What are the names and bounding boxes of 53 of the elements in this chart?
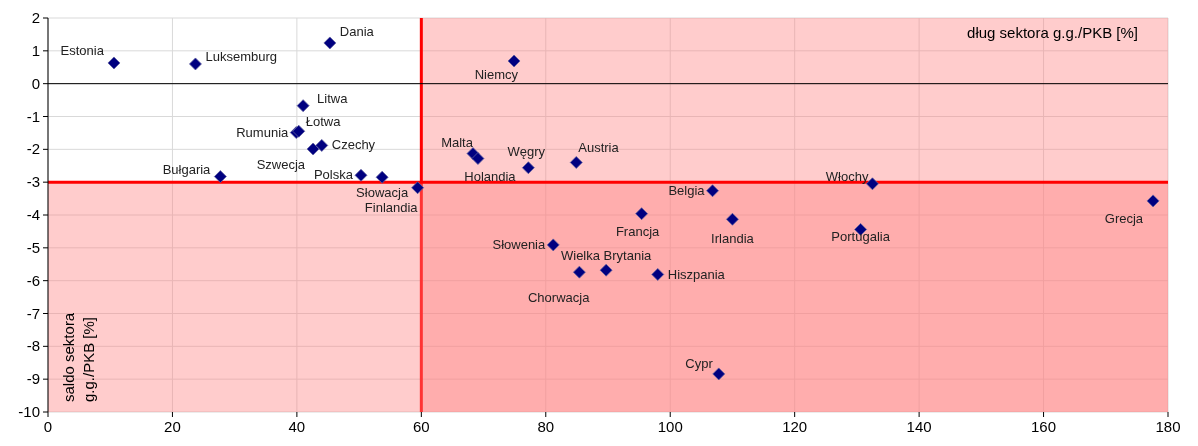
series-label: Szwecja xyxy=(256,157,306,173)
y-tick-label: 0 xyxy=(31,74,40,92)
series-label: Słowacja xyxy=(356,185,409,201)
y-tick-label: 1 xyxy=(31,41,40,59)
series-label: Polska xyxy=(313,167,354,183)
series-label: Francja xyxy=(615,223,661,239)
x-tick-label: 20 xyxy=(164,418,181,435)
series-label: Hiszpania xyxy=(667,267,726,283)
y-tick-label: -5 xyxy=(26,238,40,256)
series-label: Dania xyxy=(339,23,375,39)
series-label: Luksemburg xyxy=(205,48,278,64)
series-label: Włochy xyxy=(825,168,869,184)
y-tick-label: -3 xyxy=(26,173,40,191)
y-tick-label: -4 xyxy=(26,206,40,223)
series-label: Litwa xyxy=(317,90,349,106)
y-tick-label: -2 xyxy=(26,140,40,158)
series-label: Irlandia xyxy=(711,231,755,247)
series-label: Bułgaria xyxy=(162,161,212,177)
x-tick-label: 180 xyxy=(1155,418,1181,435)
series-label: Finlandia xyxy=(364,199,419,215)
series-label: Estonia xyxy=(60,42,105,58)
series-label: Słowenia xyxy=(492,236,546,252)
y-tick-label: -1 xyxy=(26,107,40,125)
series-label: Austria xyxy=(578,140,620,156)
series-label: Łotwa xyxy=(305,114,342,130)
series-label: Portugalia xyxy=(831,229,891,245)
series-label: Malta xyxy=(441,134,474,150)
series-label: Cypr xyxy=(685,355,714,371)
y-tick-label: -6 xyxy=(26,271,40,289)
y-tick-label: -9 xyxy=(26,370,40,388)
x-axis-title: dług sektora g.g./PKB [%] xyxy=(967,24,1138,41)
x-tick-label: 160 xyxy=(1031,418,1057,435)
x-tick-label: 40 xyxy=(288,418,306,435)
y-axis-title: saldo sektora g.g./PKB [%] xyxy=(60,312,97,402)
x-tick-label: 60 xyxy=(412,418,430,435)
x-tick-label: 100 xyxy=(657,418,683,435)
y-tick-label: 2 xyxy=(31,9,40,26)
y-tick-label: -10 xyxy=(18,403,40,420)
series-label: Chorwacja xyxy=(527,290,591,306)
x-tick-label: 120 xyxy=(782,418,808,435)
series-label: Wielka Brytania xyxy=(560,248,653,264)
series-label: Rumunia xyxy=(236,124,290,140)
series-label: Węgry xyxy=(507,143,546,159)
series-label: Grecja xyxy=(1104,210,1144,226)
x-tick-label: 0 xyxy=(43,418,53,435)
series-label: Czechy xyxy=(331,137,376,153)
series-label: Niemcy xyxy=(474,67,519,83)
y-tick-label: -7 xyxy=(26,304,40,322)
y-tick-label: -8 xyxy=(26,337,40,355)
series-label: Holandia xyxy=(464,168,517,184)
x-tick-label: 140 xyxy=(906,418,932,435)
series-label: Belgia xyxy=(668,182,706,198)
x-tick-label: 80 xyxy=(537,418,555,435)
